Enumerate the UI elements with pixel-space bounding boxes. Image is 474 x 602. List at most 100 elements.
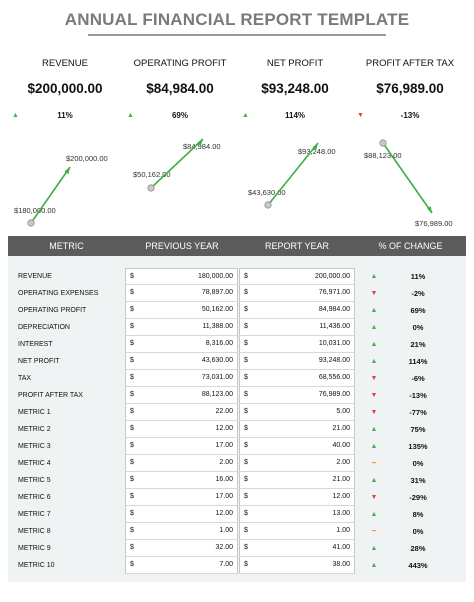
previous-year-cell[interactable]: $8,316.00 <box>125 336 238 353</box>
metric-name: METRIC 7 <box>18 511 51 518</box>
report-year-cell[interactable]: $5.00 <box>239 404 355 421</box>
trend-up-icon: ▲ <box>370 426 378 433</box>
report-year-cell[interactable]: $21.00 <box>239 421 355 438</box>
percent-change: -13% <box>409 391 427 400</box>
previous-year-cell[interactable]: $73,031.00 <box>125 370 238 387</box>
report-year-cell[interactable]: $40.00 <box>239 438 355 455</box>
report-year-cell[interactable]: $1.00 <box>239 523 355 540</box>
report-year-cell[interactable]: $68,556.00 <box>239 370 355 387</box>
table-row: METRIC 1 $22.00 $5.00 ▼ -77% <box>8 404 466 421</box>
page-title: ANNUAL FINANCIAL REPORT TEMPLATE <box>64 10 410 29</box>
previous-year-cell[interactable]: $11,388.00 <box>125 319 238 336</box>
previous-year-cell[interactable]: $1.00 <box>125 523 238 540</box>
table-row: DEPRECIATION $11,388.00 $11,436.00 ▲ 0% <box>8 319 466 336</box>
kpi-label: PROFIT AFTER TAX <box>365 58 455 69</box>
metric-name: NET PROFIT <box>18 358 60 365</box>
report-year-cell[interactable]: $76,989.00 <box>239 387 355 404</box>
currency-symbol: $ <box>130 323 134 330</box>
currency-symbol: $ <box>244 425 248 432</box>
previous-year-cell[interactable]: $16.00 <box>125 472 238 489</box>
percent-change: 443% <box>408 561 428 570</box>
table-row: OPERATING PROFIT $50,162.00 $84,984.00 ▲ 69% <box>8 302 466 319</box>
kpi-net-profit: NET PROFIT $93,248.00 ▲ 114% $93,248.00 … <box>238 55 352 225</box>
previous-year-cell[interactable]: $50,162.00 <box>125 302 238 319</box>
report-year-cell[interactable]: $21.00 <box>239 472 355 489</box>
metric-name: METRIC 10 <box>18 562 55 569</box>
currency-symbol: $ <box>244 340 248 347</box>
previous-year-cell[interactable]: $43,630.00 <box>125 353 238 370</box>
previous-year-cell[interactable]: $7.00 <box>125 557 238 574</box>
percent-change: 75% <box>410 425 426 434</box>
metric-name: TAX <box>18 375 32 382</box>
table-row: OPERATING EXPENSES $78,897.00 $76,971.00 ▼ -… <box>8 285 466 302</box>
report-year-cell[interactable]: $11,436.00 <box>239 319 355 336</box>
spark-start-point <box>264 201 272 209</box>
report-year-cell[interactable]: $93,248.00 <box>239 353 355 370</box>
trend-up-icon: ▲ <box>12 112 19 119</box>
report-year-cell[interactable]: $10,031.00 <box>239 336 355 353</box>
previous-year-cell[interactable]: $17.00 <box>125 489 238 506</box>
previous-year-cell[interactable]: $22.00 <box>125 404 238 421</box>
currency-symbol: $ <box>130 340 134 347</box>
table-row: METRIC 6 $17.00 $12.00 ▼ -29% <box>8 489 466 506</box>
report-year-value: 200,000.00 <box>314 273 350 280</box>
report-year-value: 2.00 <box>336 459 350 466</box>
report-year-cell[interactable]: $200,000.00 <box>239 268 355 285</box>
previous-year-value: 12.00 <box>215 425 233 432</box>
currency-symbol: $ <box>130 357 134 364</box>
metric-name: PROFIT AFTER TAX <box>18 392 83 399</box>
previous-year-cell[interactable]: $78,897.00 <box>125 285 238 302</box>
kpi-change-percent: 11% <box>57 111 73 120</box>
metric-name: METRIC 5 <box>18 477 51 484</box>
table-row: METRIC 10 $7.00 $38.00 ▲ 443% <box>8 557 466 574</box>
previous-year-cell[interactable]: $12.00 <box>125 506 238 523</box>
currency-symbol: $ <box>130 493 134 500</box>
currency-symbol: $ <box>244 323 248 330</box>
report-year-cell[interactable]: $41.00 <box>239 540 355 557</box>
previous-year-value: 22.00 <box>215 408 233 415</box>
previous-year-cell[interactable]: $17.00 <box>125 438 238 455</box>
trend-up-icon: ▲ <box>370 477 378 484</box>
spark-current-label: $88,123.00 <box>364 151 402 160</box>
report-year-cell[interactable]: $12.00 <box>239 489 355 506</box>
percent-change: -29% <box>409 493 427 502</box>
currency-symbol: $ <box>130 561 134 568</box>
currency-symbol: $ <box>130 442 134 449</box>
trend-up-icon: ▲ <box>370 443 378 450</box>
previous-year-cell[interactable]: $2.00 <box>125 455 238 472</box>
kpi-label: OPERATING PROFIT <box>133 58 227 69</box>
previous-year-value: 17.00 <box>215 493 233 500</box>
trend-up-icon: ▲ <box>370 562 378 569</box>
previous-year-value: 32.00 <box>215 544 233 551</box>
currency-symbol: $ <box>130 374 134 381</box>
metric-name: METRIC 2 <box>18 426 51 433</box>
currency-symbol: $ <box>244 374 248 381</box>
previous-year-cell[interactable]: $88,123.00 <box>125 387 238 404</box>
report-year-value: 10,031.00 <box>318 340 350 347</box>
previous-year-value: 8,316.00 <box>205 340 233 347</box>
report-year-cell[interactable]: $13.00 <box>239 506 355 523</box>
previous-year-cell[interactable]: $180,000.00 <box>125 268 238 285</box>
metric-name: METRIC 9 <box>18 545 51 552</box>
currency-symbol: $ <box>244 561 248 568</box>
previous-year-value: 1.00 <box>219 527 233 534</box>
col-header-percent-change: % OF CHANGE <box>378 241 443 251</box>
previous-year-cell[interactable]: $12.00 <box>125 421 238 438</box>
spark-previous-label: $76,989.00 <box>415 219 453 228</box>
trend-up-icon: ▲ <box>127 112 134 119</box>
report-year-cell[interactable]: $76,971.00 <box>239 285 355 302</box>
percent-change: 11% <box>410 272 426 281</box>
previous-year-cell[interactable]: $32.00 <box>125 540 238 557</box>
report-year-cell[interactable]: $38.00 <box>239 557 355 574</box>
report-year-cell[interactable]: $2.00 <box>239 455 355 472</box>
trend-up-icon: ▲ <box>370 324 378 331</box>
report-year-value: 41.00 <box>332 544 350 551</box>
metric-name: METRIC 8 <box>18 528 51 535</box>
report-year-cell[interactable]: $84,984.00 <box>239 302 355 319</box>
kpi-label: NET PROFIT <box>266 58 324 69</box>
currency-symbol: $ <box>130 510 134 517</box>
spark-previous-label: $50,162.00 <box>133 170 171 179</box>
title-underline <box>88 34 386 36</box>
currency-symbol: $ <box>244 408 248 415</box>
spark-line <box>150 138 204 189</box>
